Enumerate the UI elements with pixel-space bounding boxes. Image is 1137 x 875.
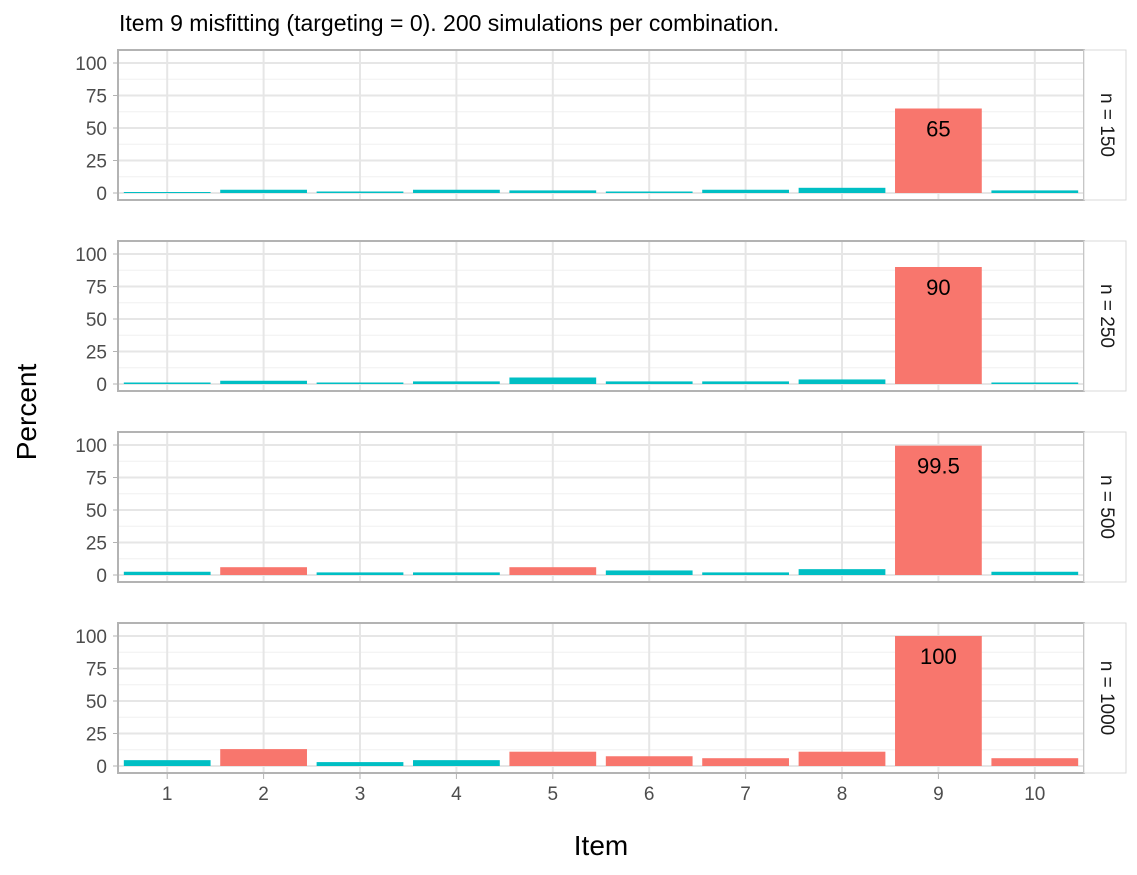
facet-strip xyxy=(1083,622,1127,774)
bar xyxy=(895,445,982,575)
bar xyxy=(316,762,404,766)
bar xyxy=(991,190,1079,193)
facet-strip-label: n = 1000 xyxy=(1096,661,1117,736)
x-tick-label: 10 xyxy=(1024,784,1045,805)
bar xyxy=(316,191,404,193)
bar xyxy=(702,572,789,575)
bar xyxy=(605,570,693,575)
y-tick-label: 25 xyxy=(86,534,107,555)
bar xyxy=(220,189,307,193)
facet-strip-label: n = 250 xyxy=(1096,284,1117,348)
x-tick-label: 2 xyxy=(258,784,269,805)
bar xyxy=(798,751,886,766)
bar xyxy=(605,191,693,193)
data-label: 65 xyxy=(926,117,950,142)
data-label: 100 xyxy=(920,644,957,669)
y-tick-label: 0 xyxy=(96,375,107,396)
bar xyxy=(702,189,789,193)
bar xyxy=(316,382,404,384)
bar xyxy=(123,382,211,384)
x-tick-label: 9 xyxy=(933,784,944,805)
x-tick-label: 1 xyxy=(162,784,173,805)
facet-panel: 0 25 50 75 100 100 n = 1000 xyxy=(75,622,1127,778)
bar xyxy=(316,572,404,575)
chart-title: Item 9 misfitting (targeting = 0). 200 s… xyxy=(119,10,779,36)
y-tick-label: 75 xyxy=(86,87,107,108)
facet-strip xyxy=(1083,240,1127,392)
y-tick-label: 25 xyxy=(86,343,107,364)
bar xyxy=(220,749,307,766)
y-tick-label: 25 xyxy=(86,725,107,746)
y-axis-title: Percent xyxy=(11,364,42,461)
y-tick-label: 75 xyxy=(86,660,107,681)
x-axis: 1 2 3 4 5 6 7 8 9 10 xyxy=(162,773,1045,805)
x-tick-label: 5 xyxy=(548,784,559,805)
y-tick-label: 0 xyxy=(96,184,107,205)
bar xyxy=(895,267,982,384)
bar xyxy=(123,760,211,766)
chart-panels: 0 25 50 75 100 65 n = 150 0 25 50 75 100 90 n = 250 0 2… xyxy=(75,49,1127,778)
bar xyxy=(895,636,982,766)
bar xyxy=(991,571,1079,575)
bar xyxy=(798,187,886,193)
y-tick-label: 100 xyxy=(75,54,107,75)
facet-strip-label: n = 500 xyxy=(1096,475,1117,539)
facet-strip xyxy=(1083,431,1127,583)
bar xyxy=(413,760,500,766)
y-tick-label: 50 xyxy=(86,692,107,713)
bar xyxy=(509,377,597,384)
facet-strip-label: n = 150 xyxy=(1096,93,1117,157)
bar xyxy=(123,571,211,575)
bar xyxy=(509,190,597,193)
y-tick-label: 0 xyxy=(96,757,107,778)
bar xyxy=(605,756,693,766)
bar xyxy=(895,108,982,193)
y-tick-label: 75 xyxy=(86,469,107,490)
bar xyxy=(413,189,500,193)
y-tick-label: 100 xyxy=(75,627,107,648)
bar xyxy=(413,381,500,384)
bar xyxy=(702,758,789,766)
y-tick-label: 50 xyxy=(86,501,107,522)
bar xyxy=(991,382,1079,384)
x-axis-title: Item xyxy=(574,830,628,861)
x-tick-label: 4 xyxy=(451,784,462,805)
bar xyxy=(220,567,307,575)
bar xyxy=(509,567,597,575)
bar xyxy=(220,380,307,384)
bar xyxy=(413,572,500,575)
x-tick-label: 7 xyxy=(740,784,751,805)
bar xyxy=(798,569,886,575)
bar xyxy=(702,381,789,384)
bar xyxy=(123,192,211,193)
facet-panel: 0 25 50 75 100 65 n = 150 xyxy=(75,49,1127,205)
facet-strip xyxy=(1083,49,1127,201)
bar xyxy=(509,751,597,766)
y-tick-label: 100 xyxy=(75,436,107,457)
bar xyxy=(798,379,886,384)
bar xyxy=(605,381,693,384)
y-tick-label: 25 xyxy=(86,152,107,173)
data-label: 99.5 xyxy=(917,454,960,479)
x-tick-label: 6 xyxy=(644,784,655,805)
x-tick-label: 8 xyxy=(837,784,848,805)
data-label: 90 xyxy=(926,275,950,300)
facet-panel: 0 25 50 75 100 99.5 n = 500 xyxy=(75,431,1127,587)
bar xyxy=(991,758,1079,766)
y-tick-label: 100 xyxy=(75,245,107,266)
x-tick-label: 3 xyxy=(355,784,366,805)
y-tick-label: 50 xyxy=(86,310,107,331)
facet-panel: 0 25 50 75 100 90 n = 250 xyxy=(75,240,1127,396)
y-tick-label: 75 xyxy=(86,278,107,299)
y-tick-label: 0 xyxy=(96,566,107,587)
y-tick-label: 50 xyxy=(86,119,107,140)
